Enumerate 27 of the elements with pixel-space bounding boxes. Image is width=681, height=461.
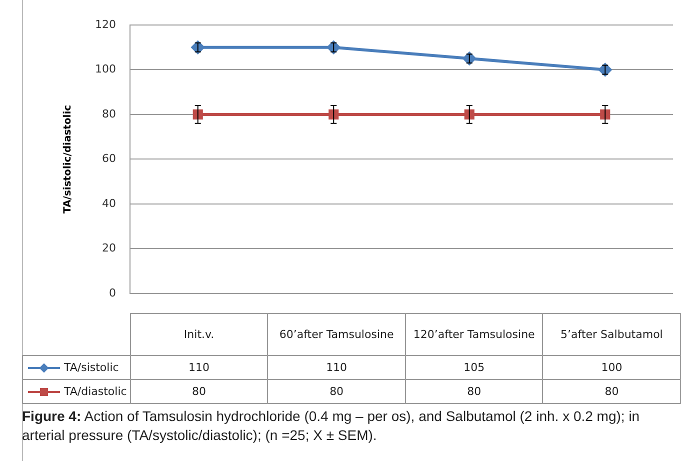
x-tick-label: 60’after Tamsulosine <box>268 314 406 356</box>
point <box>327 40 340 54</box>
legend-label: TA/sistolic <box>22 356 130 380</box>
x-tick-label: Init.v. <box>130 314 268 356</box>
x-tick-label: 120’after Tamsulosine <box>405 314 543 356</box>
data-label: 80 <box>268 380 406 404</box>
y-tick-label: 60 <box>102 152 116 166</box>
data-label: 100 <box>542 356 680 380</box>
legend-label: TA/diastolic <box>22 380 130 404</box>
point <box>598 63 612 76</box>
y-tick-label: 20 <box>102 242 116 255</box>
y-tick-label: 100 <box>95 62 116 76</box>
data-label: 110 <box>268 356 406 380</box>
data-label: 80 <box>405 380 543 404</box>
data-label: 110 <box>130 356 268 380</box>
data-label: 80 <box>130 380 268 404</box>
data-label: 80 <box>542 380 680 404</box>
y-tick-label: 120 <box>95 18 116 31</box>
point <box>462 52 476 66</box>
x-tick-label: 5’after Salbutamol <box>542 314 680 356</box>
caption: Figure 4: Action of Tamsulosin hydrochloride (0.4 mg – per os), and Salbutamol (2 inh. x 0.2 mg); in arterial pressure (TA/systolic/diastolic); (n =25; X ± SEM). <box>22 407 641 445</box>
y-tick-label: 40 <box>102 196 116 210</box>
y-tick-label: 80 <box>102 107 116 120</box>
data-label: 105 <box>405 356 543 380</box>
point <box>191 40 204 54</box>
y-tick-label: 0 <box>109 286 116 300</box>
y-axis-title: TA/sistolic/diastolic <box>62 104 74 214</box>
